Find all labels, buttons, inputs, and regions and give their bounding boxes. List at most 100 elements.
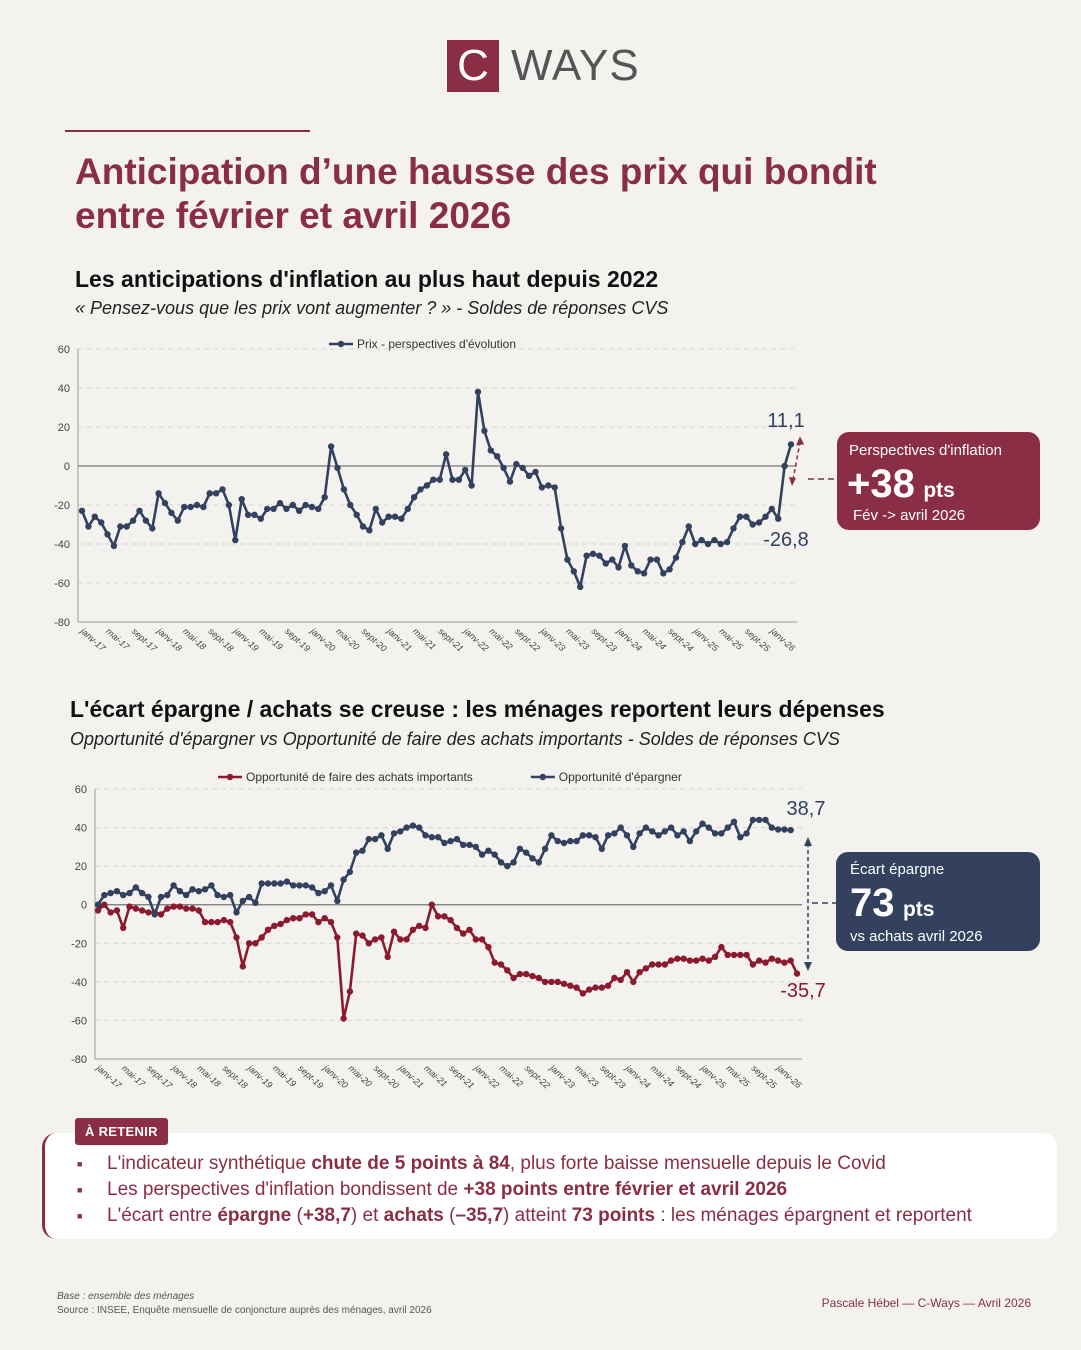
data-point — [630, 978, 637, 986]
gap-arrow-head — [804, 837, 812, 846]
data-point — [110, 542, 118, 550]
data-point — [649, 828, 656, 835]
x-tick-label: mai-19 — [258, 626, 285, 652]
data-point — [296, 882, 303, 889]
x-tick-label: mai-23 — [564, 626, 591, 652]
data-point — [554, 978, 561, 986]
data-point — [296, 915, 303, 922]
data-point — [674, 955, 681, 962]
data-point — [252, 940, 259, 947]
x-tick-label: sept-24 — [674, 1063, 703, 1091]
legend-label: Prix - perspectives d'évolution — [357, 337, 516, 351]
data-point — [567, 982, 574, 989]
data-point — [390, 928, 398, 935]
data-point — [264, 926, 272, 933]
x-tick-label: janv-24 — [623, 1062, 652, 1090]
data-point — [189, 886, 196, 893]
x-tick-label: mai-17 — [104, 626, 132, 653]
data-point — [460, 841, 467, 849]
data-point — [404, 505, 411, 513]
x-tick-label: janv-23 — [547, 1062, 576, 1090]
callout-epargne-value: 73 pts — [850, 881, 934, 926]
data-point — [762, 816, 769, 824]
data-point — [567, 837, 574, 845]
data-point — [723, 538, 731, 546]
data-point — [315, 505, 322, 513]
data-point — [422, 924, 429, 932]
data-point — [749, 816, 757, 824]
data-point — [781, 826, 788, 833]
data-point — [390, 830, 398, 837]
data-point — [346, 988, 354, 995]
x-tick-label: janv-22 — [472, 1062, 501, 1090]
x-tick-label: sept-24 — [666, 626, 695, 654]
data-point — [510, 859, 517, 866]
y-tick-label: -60 — [54, 578, 70, 590]
y-tick-label: 60 — [58, 344, 70, 356]
data-point — [548, 978, 555, 986]
data-point — [347, 501, 354, 509]
chart-epargne-achats: -80-60-40-200204060janv-17mai-17sept-17j… — [71, 770, 836, 1091]
data-point — [724, 951, 731, 959]
callout-epargne-note: vs achats avril 2026 — [850, 928, 983, 945]
legend-marker — [226, 773, 234, 781]
data-point — [220, 916, 228, 924]
data-point — [447, 916, 454, 924]
data-point — [155, 490, 162, 497]
data-point — [481, 427, 488, 435]
callout-inflation-value: +38 pts — [847, 462, 955, 507]
data-point — [113, 907, 121, 914]
data-point — [187, 503, 194, 511]
data-point — [397, 828, 404, 835]
data-point — [117, 523, 124, 530]
data-point — [283, 878, 291, 885]
x-tick-label: mai-22 — [498, 1063, 525, 1089]
data-point — [737, 834, 744, 841]
data-point — [649, 961, 656, 968]
data-point — [672, 554, 680, 561]
data-point — [94, 901, 102, 908]
x-tick-label: sept-17 — [145, 1063, 175, 1091]
x-tick-label: sept-25 — [750, 1063, 780, 1091]
data-point — [334, 897, 341, 905]
data-point — [371, 936, 379, 943]
data-point — [617, 976, 624, 984]
data-point — [640, 570, 648, 577]
data-point — [698, 536, 705, 544]
callout-epargne-label: Écart épargne — [850, 861, 945, 878]
data-point — [233, 934, 240, 941]
data-point — [787, 957, 794, 964]
data-point — [252, 899, 259, 906]
data-point — [538, 484, 546, 491]
data-point — [711, 953, 719, 960]
data-point — [583, 552, 590, 559]
callout-inflation-label: Perspectives d'inflation — [849, 442, 1002, 459]
data-point — [609, 556, 616, 563]
data-point — [535, 974, 542, 982]
x-tick-label: janv-19 — [245, 1062, 274, 1090]
data-point — [113, 888, 121, 895]
data-point — [472, 936, 479, 943]
data-point — [787, 441, 795, 448]
data-point — [214, 918, 221, 926]
y-tick-label: 0 — [81, 900, 87, 912]
x-tick-label: mai-24 — [649, 1063, 676, 1089]
data-point — [142, 517, 150, 524]
x-tick-label: janv-23 — [538, 625, 567, 653]
data-point — [787, 826, 794, 834]
data-point — [636, 830, 643, 837]
takeaways-tag: À RETENIR — [75, 1118, 168, 1145]
data-point — [636, 969, 643, 976]
data-point — [560, 980, 568, 987]
data-point — [711, 536, 718, 544]
data-point — [145, 909, 152, 916]
data-point — [276, 499, 284, 507]
data-point — [174, 517, 181, 524]
data-point — [560, 839, 568, 847]
data-point — [257, 515, 264, 522]
data-point — [768, 505, 775, 513]
data-point — [107, 889, 114, 897]
data-point — [621, 542, 629, 550]
data-point — [208, 882, 215, 889]
change-arrow-head — [796, 436, 804, 446]
